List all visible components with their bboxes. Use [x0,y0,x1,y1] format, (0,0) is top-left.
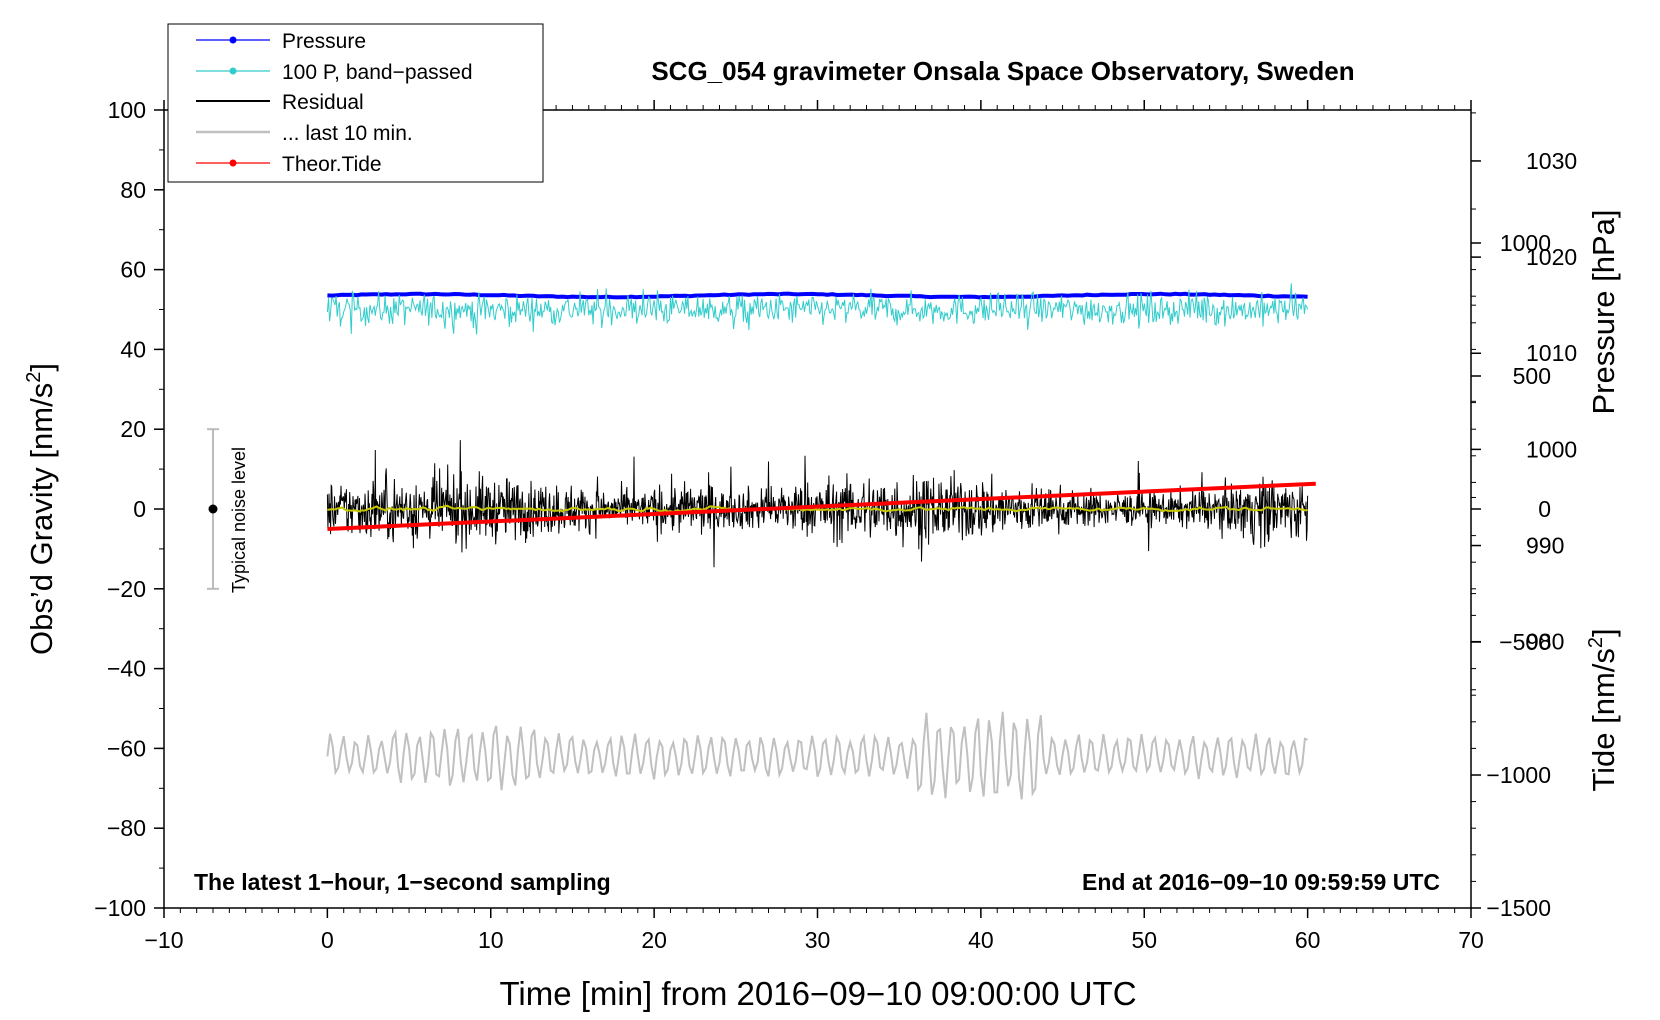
y-tick-label: −40 [107,656,146,682]
legend-marker-bandpassed [229,67,237,75]
noise-center-dot [208,504,218,514]
y-tick-label: 100 [108,97,146,123]
legend-label-last10: ... last 10 min. [282,122,413,145]
pressure-tick-label: 1010 [1526,340,1577,366]
pressure-tick-label: 1000 [1526,436,1577,462]
tide-tick-label: 500 [1513,363,1551,389]
noise-indicator [207,428,220,590]
legend-label-bandpassed: 100 P, band−passed [282,61,473,84]
pressure-tick-label: 1030 [1526,148,1577,174]
pressure-tick-label: 990 [1526,533,1564,559]
y-axis-label-pressure: Pressure [hPa] [1586,209,1621,414]
last10-line [326,711,1308,800]
y-tick-label: 40 [120,336,146,362]
y-tick-label: 20 [120,416,146,442]
axes-layer: −10 0 10 20 30 40 50 60 70−100−80−60−40−20020406… [94,97,1577,953]
pressure-tick-label: 980 [1526,629,1564,655]
x-tick-label: 30 [805,927,831,953]
x-tick-label: 20 [641,927,667,953]
tide-tick-label: 1000 [1500,230,1551,256]
y-tick-label: 60 [120,257,146,283]
legend-marker-pressure [229,36,237,44]
pressure-line [327,291,1308,300]
x-tick-label: −10 [144,927,183,953]
legend-label-pressure: Pressure [282,30,366,53]
residual-smoothed-line [327,504,1308,513]
y-tick-label: 0 [133,496,146,522]
legend: Pressure 100 P, band−passed Residual ...… [167,23,544,183]
y-tick-label: −100 [94,895,146,921]
pressure-tick-label: 1020 [1526,244,1577,270]
legend-label-residual: Residual [282,91,364,114]
chart-title: SCG_054 gravimeter Onsala Space Observat… [651,56,1354,86]
tide-tick-label: −1000 [1486,762,1551,788]
y-tick-label: 80 [120,177,146,203]
x-tick-label: 70 [1458,927,1484,953]
legend-label-tide: Theor.Tide [282,153,382,176]
y-axis-label-left: Obs’d Gravity [nm/s2] [23,363,59,655]
series-layer [326,283,1316,800]
legend-marker-tide [229,159,237,167]
tide-tick-label: −1500 [1486,895,1551,921]
y-tick-label: −80 [107,815,146,841]
tide-tick-label: −500 [1499,629,1551,655]
note-left: The latest 1−hour, 1−second sampling [194,869,611,895]
x-tick-label: 40 [968,927,994,953]
y-tick-label: −60 [107,735,146,761]
y-tick-label: −20 [107,576,146,602]
y-axis-label-tide: Tide [nm/s2] [1585,628,1621,791]
legend-box [167,23,544,183]
residual-line [326,440,1309,568]
tide-tick-label: 0 [1538,496,1551,522]
x-axis-label: Time [min] from 2016−09−10 09:00:00 UTC [499,975,1136,1012]
tide-line [327,481,1316,531]
x-tick-label: 10 [478,927,504,953]
x-tick-label: 0 [321,927,334,953]
bandpassed-line [326,283,1309,335]
noise-label: Typical noise level [229,447,249,593]
x-tick-label: 60 [1295,927,1321,953]
x-tick-label: 50 [1131,927,1157,953]
note-right: End at 2016−09−10 09:59:59 UTC [1082,869,1440,895]
